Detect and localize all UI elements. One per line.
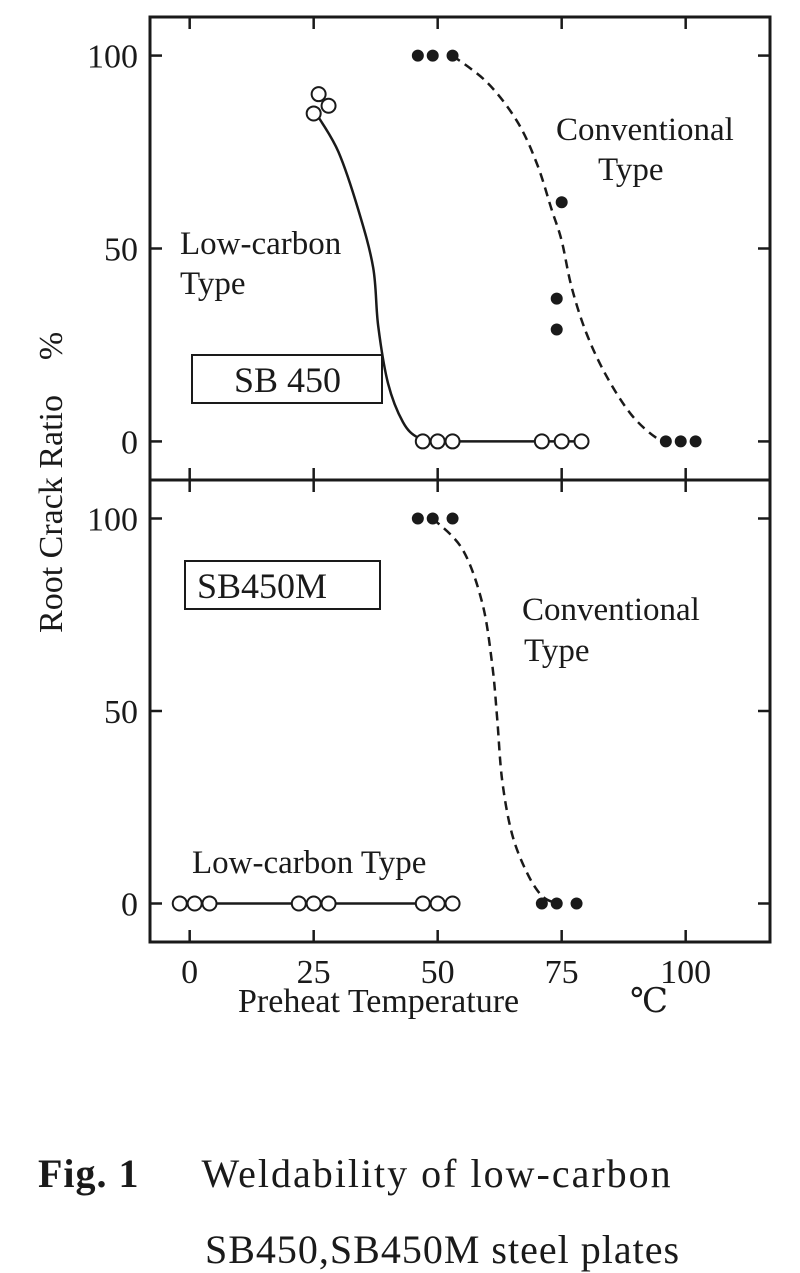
- annotation-bottom-conventional-l2: Type: [524, 633, 590, 669]
- point-low-carbon-type: [444, 433, 461, 450]
- annotation-bottom-lowcarbon: Low-carbon Type: [192, 845, 426, 881]
- point-conventional-type: [659, 435, 672, 448]
- x-axis-label: Preheat Temperature: [238, 983, 519, 1020]
- x-tick-label: 50: [421, 954, 455, 991]
- point-low-carbon-type: [320, 895, 337, 912]
- annotation-top-lowcarbon-l2: Type: [180, 266, 246, 302]
- point-low-carbon-type: [429, 433, 446, 450]
- tick-labels: 0 50 100 0 50 100 0 25 50 75 100: [87, 39, 711, 991]
- point-conventional-type: [689, 435, 702, 448]
- caption-title: Weldability of low-carbon: [201, 1151, 673, 1196]
- annotation-top-lowcarbon-l1: Low-carbon: [180, 226, 341, 262]
- tick-marks: [150, 17, 770, 942]
- curve-conventional-type: [451, 54, 672, 443]
- point-low-carbon-type: [573, 433, 590, 450]
- point-low-carbon-type: [414, 895, 431, 912]
- point-conventional-type: [550, 323, 563, 336]
- point-low-carbon-type: [171, 895, 188, 912]
- point-conventional-type: [446, 49, 459, 62]
- y-tick-label: 100: [87, 502, 138, 539]
- data-points: [171, 49, 702, 912]
- point-conventional-type: [426, 49, 439, 62]
- caption-fig-number: Fig. 1: [38, 1151, 140, 1196]
- annotation-bottom-conventional-l1: Conventional: [522, 592, 700, 628]
- point-conventional-type: [426, 512, 439, 525]
- y-axis-unit: %: [33, 332, 70, 360]
- annotation-top-conventional-l1: Conventional: [556, 112, 734, 148]
- curve-conventional-type: [431, 517, 558, 905]
- x-tick-label: 0: [181, 954, 198, 991]
- y-tick-label: 0: [121, 424, 138, 461]
- y-tick-label: 0: [121, 887, 138, 924]
- point-conventional-type: [550, 292, 563, 305]
- point-low-carbon-type: [186, 895, 203, 912]
- panel-label-top: SB 450: [234, 360, 341, 400]
- point-low-carbon-type: [414, 433, 431, 450]
- point-conventional-type: [446, 512, 459, 525]
- point-low-carbon-type: [533, 433, 550, 450]
- point-conventional-type: [550, 897, 563, 910]
- x-tick-label: 75: [545, 954, 579, 991]
- point-low-carbon-type: [305, 105, 322, 122]
- y-axis-label: Root Crack Ratio: [33, 395, 70, 633]
- point-conventional-type: [674, 435, 687, 448]
- caption-line-1: Fig. 1 Weldability of low-carbon: [38, 1150, 673, 1197]
- point-low-carbon-type: [429, 895, 446, 912]
- x-tick-label: 100: [660, 954, 711, 991]
- panel-label-bottom: SB450M: [197, 566, 327, 606]
- point-conventional-type: [555, 196, 568, 209]
- x-axis-unit: ℃: [630, 983, 668, 1020]
- y-tick-label: 50: [104, 232, 138, 269]
- point-low-carbon-type: [310, 86, 327, 103]
- y-tick-label: 100: [87, 39, 138, 76]
- point-low-carbon-type: [305, 895, 322, 912]
- point-conventional-type: [411, 512, 424, 525]
- point-conventional-type: [570, 897, 583, 910]
- caption-line-2: SB450,SB450M steel plates: [205, 1227, 681, 1272]
- panel-label-box-bottom: [184, 560, 381, 610]
- point-low-carbon-type: [290, 895, 307, 912]
- point-low-carbon-type: [553, 433, 570, 450]
- panel-label-box-top: [191, 354, 383, 404]
- point-conventional-type: [535, 897, 548, 910]
- point-low-carbon-type: [320, 97, 337, 114]
- annotation-top-conventional-l2: Type: [598, 152, 664, 188]
- y-tick-label: 50: [104, 694, 138, 731]
- x-tick-label: 25: [297, 954, 331, 991]
- point-conventional-type: [411, 49, 424, 62]
- point-low-carbon-type: [201, 895, 218, 912]
- point-low-carbon-type: [444, 895, 461, 912]
